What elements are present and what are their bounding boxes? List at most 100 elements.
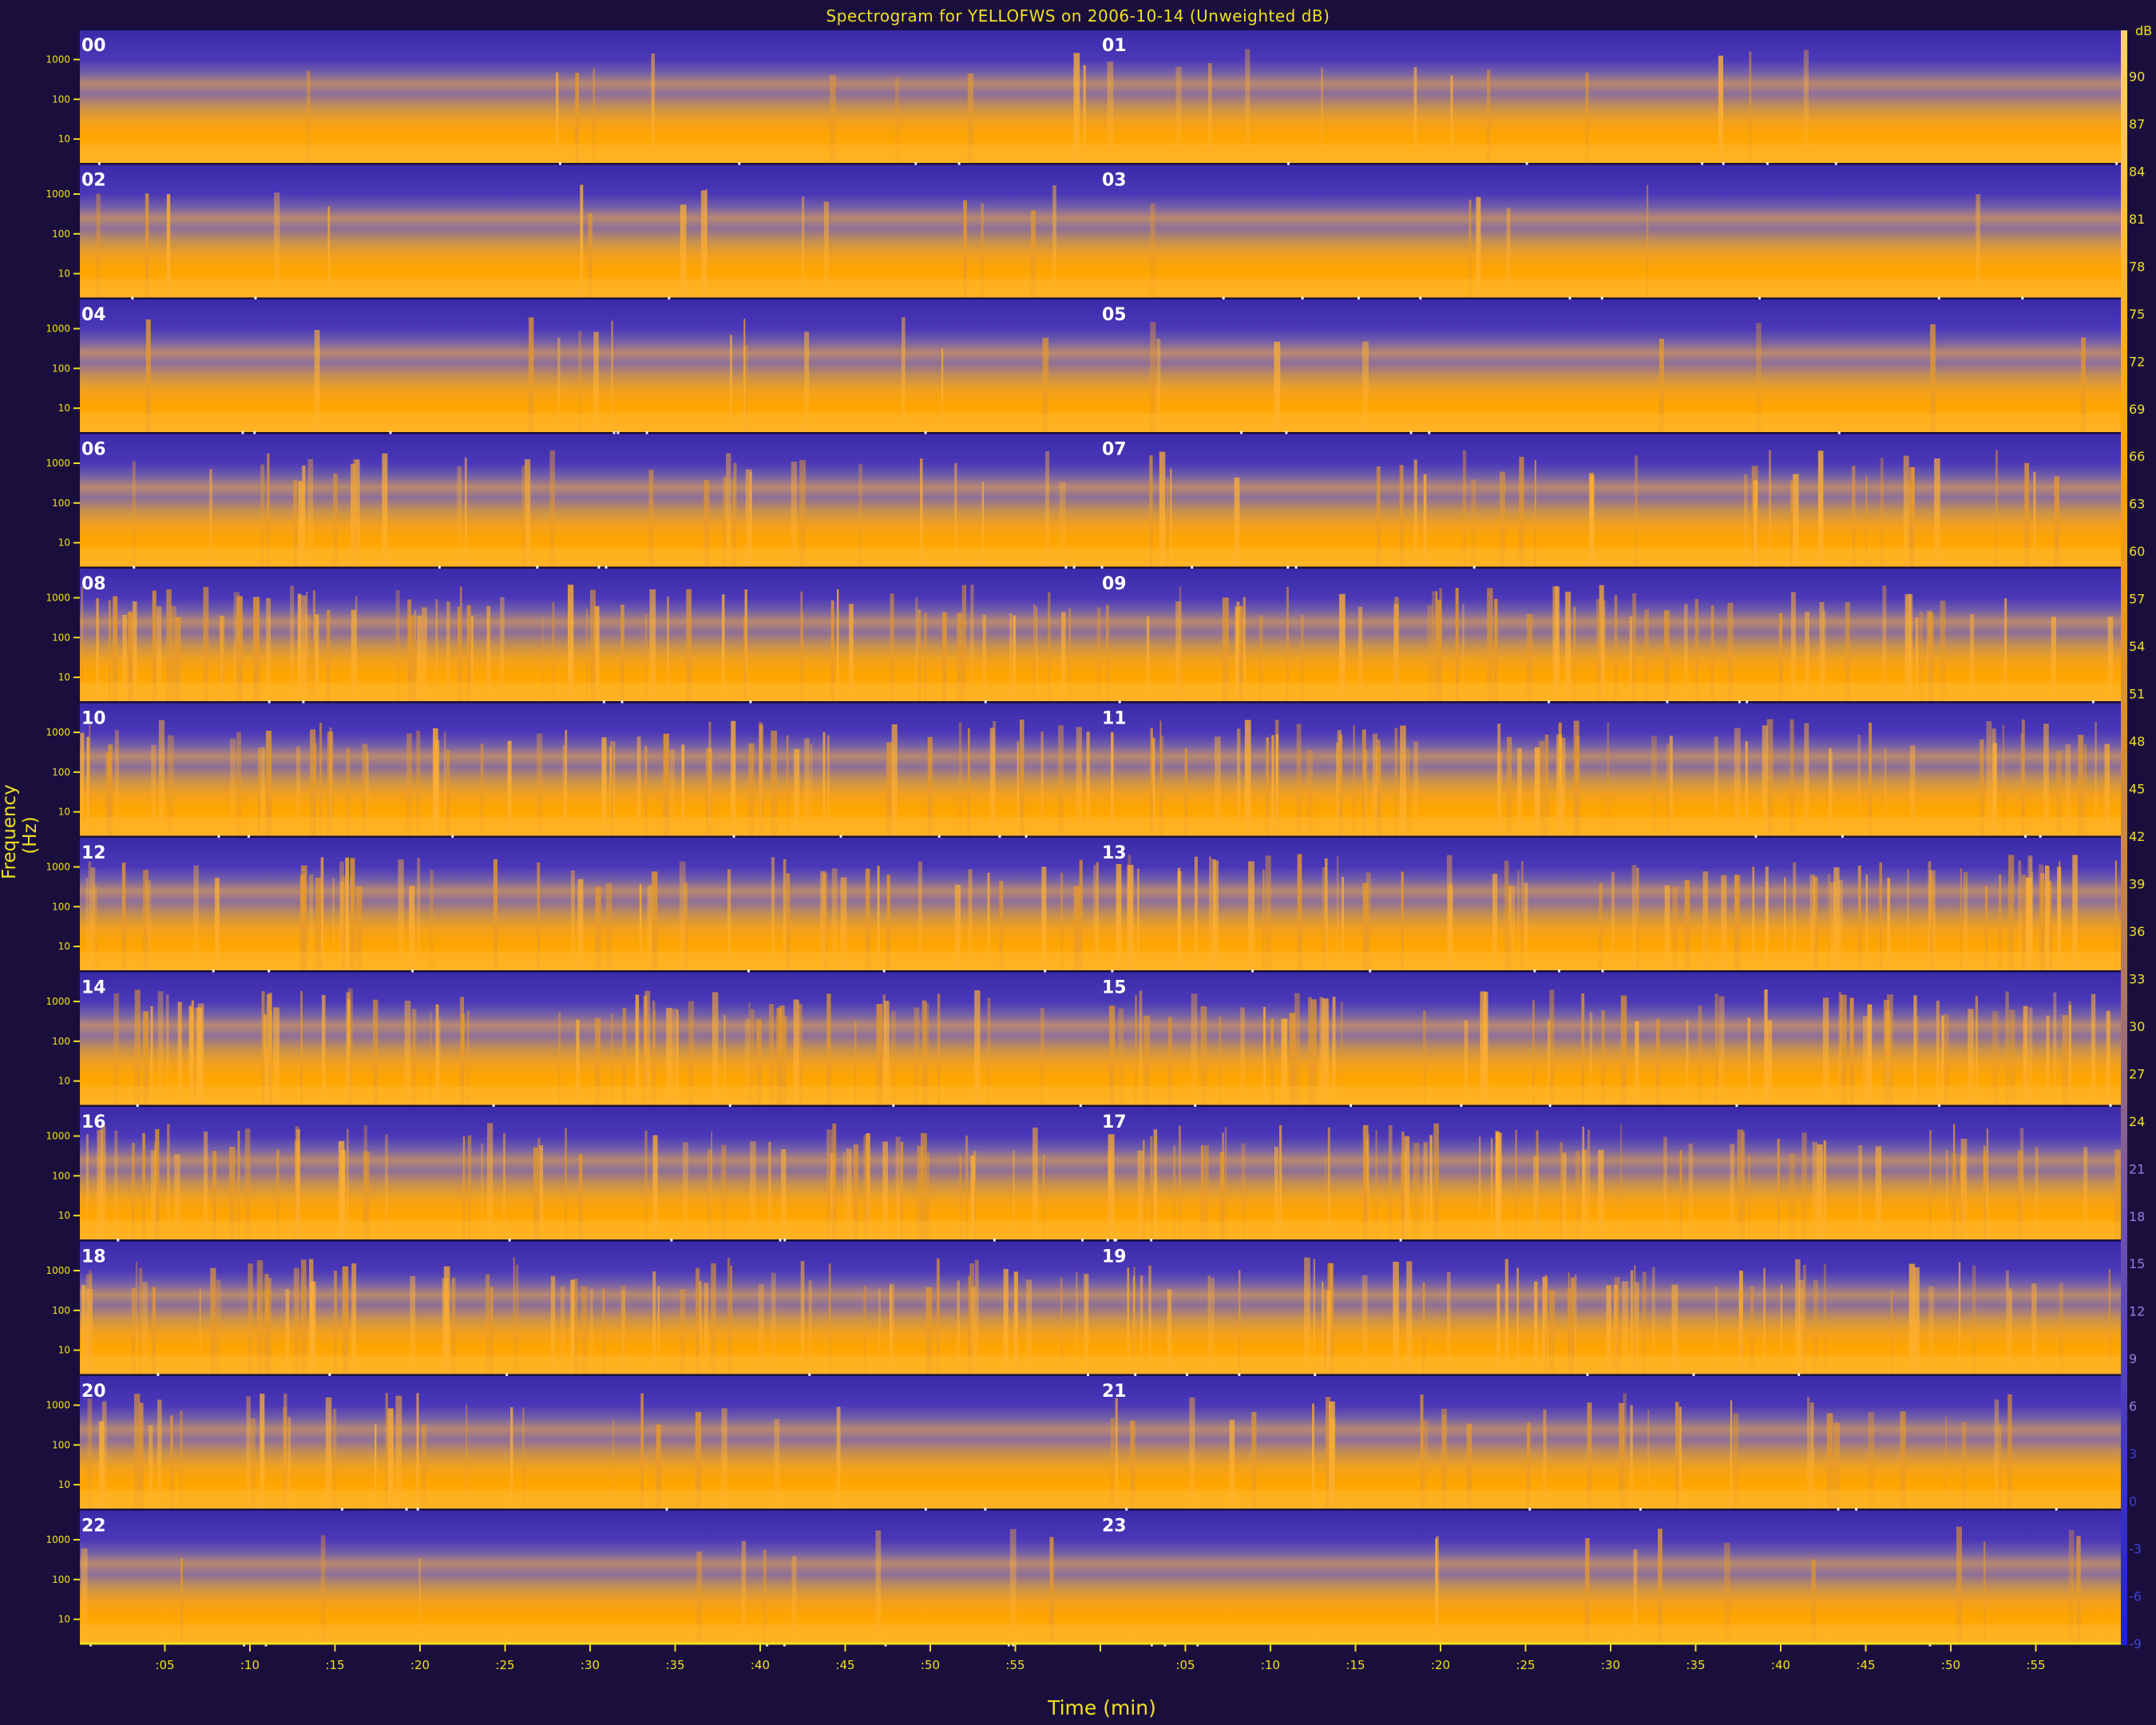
spectral-event xyxy=(889,1283,894,1374)
spectral-event xyxy=(730,335,732,432)
low-frequency-band xyxy=(80,548,2121,567)
gap-marker xyxy=(1081,1239,1084,1243)
spectral-event xyxy=(1248,861,1254,970)
spectral-event xyxy=(188,1005,192,1105)
spectral-event xyxy=(635,994,640,1105)
spectral-event xyxy=(236,596,243,701)
spectral-event xyxy=(552,601,555,701)
gap-marker xyxy=(783,1239,787,1243)
spectral-event xyxy=(334,1271,337,1374)
spectral-event xyxy=(1448,884,1453,970)
spectral-event xyxy=(1135,995,1137,1105)
spectral-event xyxy=(157,606,162,701)
spectral-event xyxy=(1647,1409,1650,1509)
spectrogram-row: 12 13 1000 100 10 xyxy=(46,838,2121,974)
spectral-event xyxy=(743,345,748,432)
spectral-event xyxy=(248,1263,253,1374)
spectral-event xyxy=(166,194,171,298)
spectral-event xyxy=(791,1556,797,1644)
colorbar-tick-label: 81 xyxy=(2129,212,2145,227)
spectral-event xyxy=(2056,751,2062,836)
spectral-event xyxy=(1565,591,1571,701)
spectral-event xyxy=(565,730,568,836)
gap-marker xyxy=(1797,1373,1801,1378)
spectral-event xyxy=(1663,1136,1667,1239)
spectral-event xyxy=(696,1551,702,1644)
spectral-event xyxy=(1224,1127,1227,1239)
spectral-event xyxy=(580,184,584,298)
gap-marker xyxy=(536,565,539,570)
spectral-event xyxy=(982,614,986,701)
spectral-event xyxy=(515,1264,519,1374)
spectral-event xyxy=(1928,1286,1934,1374)
spectral-event xyxy=(108,744,113,836)
gap-marker xyxy=(217,835,220,839)
gap-marker xyxy=(302,700,305,704)
spectral-event xyxy=(1980,740,1984,836)
spectral-event xyxy=(1321,67,1323,163)
spectral-event xyxy=(1151,737,1155,836)
y-tick-label: 10 xyxy=(58,1076,70,1087)
spectral-event xyxy=(830,75,836,163)
hour-label: 00 xyxy=(81,36,106,56)
y-tick-label: 100 xyxy=(52,1305,70,1316)
spectral-event xyxy=(804,738,810,836)
spectral-event xyxy=(1271,735,1274,836)
y-tick-label: 100 xyxy=(52,1574,70,1585)
spectral-event xyxy=(1009,613,1012,701)
spectral-event xyxy=(1153,1129,1158,1239)
spectral-event xyxy=(1833,1422,1840,1509)
spectral-event xyxy=(682,1142,688,1239)
spectral-event xyxy=(1068,609,1071,701)
spectral-event xyxy=(783,1016,787,1105)
spectral-event xyxy=(1471,479,1476,567)
low-frequency-band xyxy=(80,1355,2121,1374)
hour-label: 23 xyxy=(1102,1517,1127,1537)
spectral-event xyxy=(1552,586,1559,701)
spectral-event xyxy=(1240,1007,1245,1105)
spectral-event xyxy=(1464,1020,1468,1105)
spectral-event xyxy=(1203,1145,1209,1239)
spectral-event xyxy=(749,472,752,567)
spectral-event xyxy=(1968,1009,1974,1105)
spectral-event xyxy=(974,1259,979,1374)
gap-marker xyxy=(241,431,244,435)
spectral-event xyxy=(1209,856,1211,970)
spectral-event xyxy=(346,992,351,1105)
spectral-event xyxy=(1562,1152,1567,1239)
spectral-event xyxy=(1767,1020,1773,1105)
spectral-event xyxy=(1399,465,1404,567)
spectral-event xyxy=(398,859,404,970)
spectral-event xyxy=(1999,874,2002,970)
spectral-event xyxy=(203,1131,208,1239)
spectral-event xyxy=(730,1265,732,1374)
spectral-event xyxy=(711,1131,713,1239)
spectral-event xyxy=(89,1270,92,1374)
gap-marker xyxy=(602,700,605,704)
spectral-event xyxy=(954,462,957,567)
spectral-event xyxy=(1110,1418,1115,1509)
spectral-event xyxy=(836,1406,841,1509)
spectral-event xyxy=(1058,725,1064,836)
spectral-event xyxy=(570,870,575,970)
gap-marker xyxy=(1568,296,1571,301)
gap-marker xyxy=(1357,296,1360,301)
spectral-event xyxy=(1377,739,1381,836)
spectral-event xyxy=(1404,1136,1410,1239)
gap-marker xyxy=(1460,1104,1463,1108)
spectral-event xyxy=(1504,1259,1508,1374)
spectrogram-row: 20 21 1000 100 10 xyxy=(46,1376,2121,1512)
x-tick-label: :05 xyxy=(1175,1658,1195,1672)
x-tick-label: :25 xyxy=(495,1658,514,1672)
y-tick-label: 1000 xyxy=(46,54,70,65)
hour-label: 19 xyxy=(1102,1247,1127,1267)
spectral-event xyxy=(418,1557,421,1644)
spectral-event xyxy=(801,612,804,701)
y-tick-label: 100 xyxy=(52,1439,70,1450)
gap-marker xyxy=(620,700,624,704)
gap-marker xyxy=(1150,1239,1153,1243)
spectral-event xyxy=(1623,1393,1627,1509)
spectral-event xyxy=(890,1286,892,1374)
spectral-event xyxy=(1076,727,1082,836)
gap-marker xyxy=(882,970,886,974)
